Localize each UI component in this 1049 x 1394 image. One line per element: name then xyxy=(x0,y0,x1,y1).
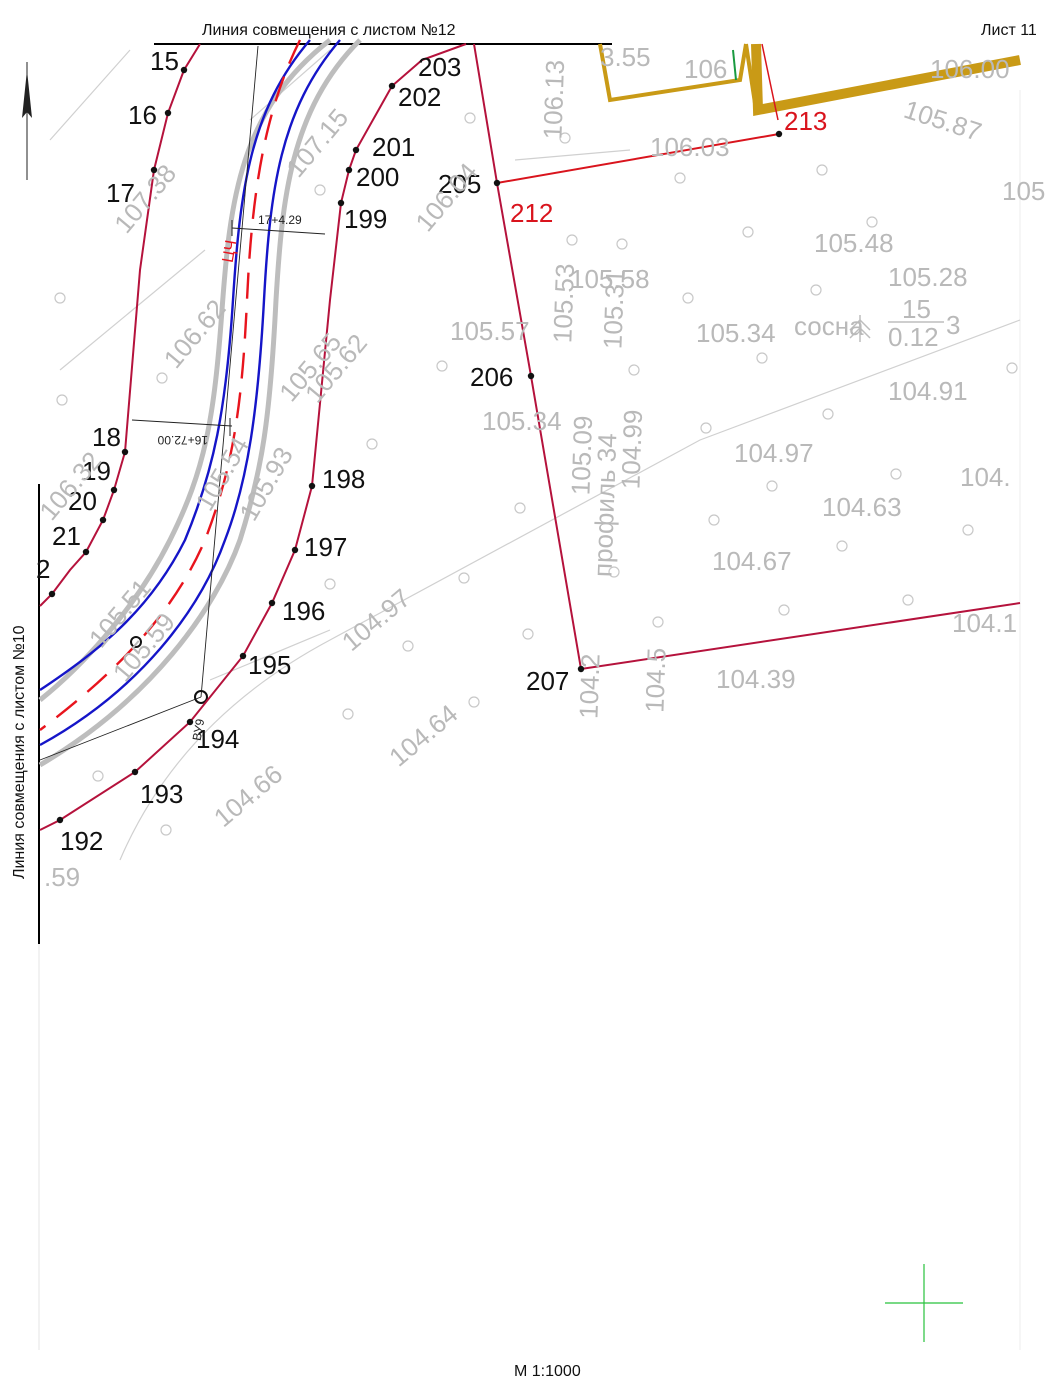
point-label: 200 xyxy=(356,162,399,192)
tree-numerator: 15 xyxy=(902,294,931,324)
road-edges xyxy=(39,39,341,747)
elevation-labels: 107.38 106.62 107.15 105.65 105.62 106.0… xyxy=(33,42,1045,892)
elevation-label: 105.53 xyxy=(547,263,580,344)
point-label: 19 xyxy=(82,456,111,486)
scale-label: М 1:1000 xyxy=(514,1363,581,1380)
elevation-label: 104.64 xyxy=(383,698,463,772)
point-label: 206 xyxy=(470,362,513,392)
elevation-label: 105.31 xyxy=(597,269,630,350)
elevation-label: 105.34 xyxy=(696,318,776,348)
terrain-lines xyxy=(49,49,1021,861)
tree-denominator: 0.12 xyxy=(888,322,939,352)
point-label: 196 xyxy=(282,596,325,626)
elevation-label: 104.66 xyxy=(208,759,288,833)
fenced-area xyxy=(598,43,1021,121)
point-label: 192 xyxy=(60,826,103,856)
elevation-label: 104.67 xyxy=(712,546,792,576)
survey-markers xyxy=(54,112,1018,836)
point-label: 198 xyxy=(322,464,365,494)
tree-icon xyxy=(849,315,944,342)
elevation-label: 105.57 xyxy=(450,316,530,346)
station-ticks xyxy=(131,220,326,436)
point-label: 15 xyxy=(150,46,179,76)
elevation-label: 105.58 xyxy=(570,264,650,294)
axis-point-icon xyxy=(130,636,142,648)
elevation-label: 106 xyxy=(684,54,727,84)
road-axis-marker: ЦЧ xyxy=(220,239,241,264)
elevation-label: 3.55 xyxy=(600,42,651,72)
elevation-label: 105.34 xyxy=(482,406,562,436)
point-label: 197 xyxy=(304,532,347,562)
point-label: 203 xyxy=(418,52,461,82)
point-label: 17 xyxy=(106,178,135,208)
red-line-212-213 xyxy=(496,133,780,184)
elevation-label: 104.97 xyxy=(734,438,814,468)
red-point-label: 212 xyxy=(510,198,553,228)
point-label: 194 xyxy=(196,724,239,754)
sheet-number-label: Лист 11 xyxy=(981,22,1037,39)
top-match-line-label: Линия совмещения с листом №12 xyxy=(202,22,456,39)
elevation-label: 104.99 xyxy=(615,409,648,490)
profile-note: профиль 34 xyxy=(587,433,622,578)
elevation-label: 105 xyxy=(1002,176,1045,206)
point-label: 205 xyxy=(438,169,481,199)
point-label: 199 xyxy=(344,204,387,234)
vu-label: ВУ9 xyxy=(190,717,208,741)
point-label: 202 xyxy=(398,82,441,112)
point-label: 21 xyxy=(52,521,81,551)
point-label: 20 xyxy=(68,486,97,516)
point-label: 2 xyxy=(36,554,50,584)
point-label: 201 xyxy=(372,132,415,162)
point-label: 193 xyxy=(140,779,183,809)
elevation-label: 104.63 xyxy=(822,492,902,522)
point-label: 16 xyxy=(128,100,157,130)
crosshair-icon xyxy=(885,1264,963,1342)
elevation-label: 104.1 xyxy=(952,608,1017,638)
vu-point-icon xyxy=(194,690,208,704)
elevation-label: 106.00 xyxy=(930,54,1010,84)
station-17: 17+4.29 xyxy=(258,213,302,227)
elevation-label: 104.91 xyxy=(888,376,968,406)
boundary-point-dots xyxy=(48,66,783,824)
station-16: 16+72.00 xyxy=(157,433,208,447)
elevation-label: 105.09 xyxy=(565,415,598,496)
road-axis xyxy=(39,39,302,731)
elevation-label: 105.87 xyxy=(900,94,985,147)
north-arrow-icon xyxy=(22,62,32,180)
elevation-label: 105.48 xyxy=(814,228,894,258)
point-label: 18 xyxy=(92,422,121,452)
elevation-label: 106.13 xyxy=(537,59,570,140)
elevation-label: 106.03 xyxy=(650,132,730,162)
elevation-label: 104.5 xyxy=(639,647,671,713)
elevation-label: .59 xyxy=(44,862,80,892)
elevation-label: 107.15 xyxy=(280,103,354,183)
point-label: 195 xyxy=(248,650,291,680)
elevation-label: 104.2 xyxy=(573,653,605,719)
tree-suffix: 3 xyxy=(946,310,960,340)
elevation-label: 105.28 xyxy=(888,262,968,292)
vu-lines xyxy=(39,45,259,761)
tree-label: сосна xyxy=(794,311,864,341)
elevation-label: 104.97 xyxy=(336,583,416,657)
road-shoulders xyxy=(38,38,362,768)
point-label: 207 xyxy=(526,666,569,696)
elevation-label: 104.39 xyxy=(716,664,796,694)
elevation-label: 104. xyxy=(960,462,1011,492)
red-point-label: 213 xyxy=(784,106,827,136)
